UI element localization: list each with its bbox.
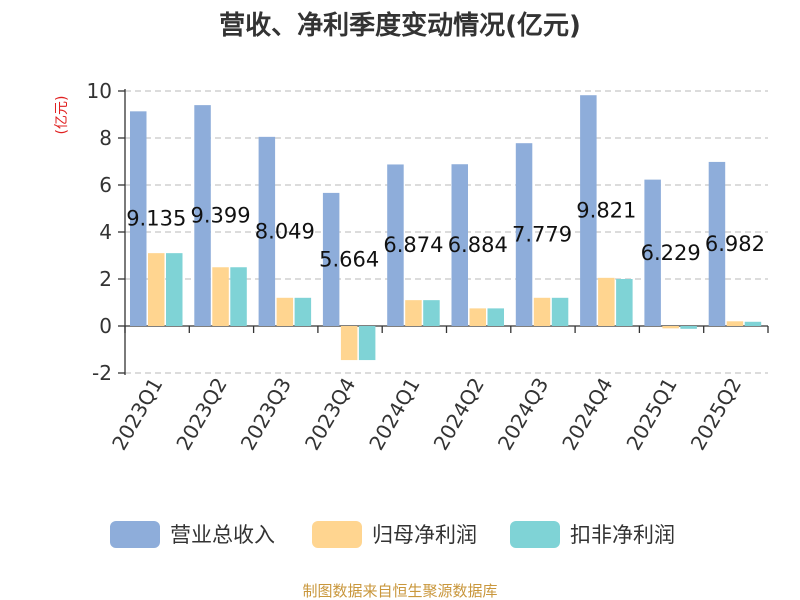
bar-net_profit-2025Q2 [726,321,744,326]
bar-deducted_profit-2025Q2 [744,321,762,326]
legend-swatch [110,521,160,548]
bar-deducted_profit-2023Q1 [166,253,183,326]
y-tick-label: 2 [99,267,112,291]
bar-net_profit-2025Q1 [662,326,679,329]
legend-label: 扣非净利润 [570,523,675,547]
x-tick-label: 2025Q2 [686,374,746,455]
bar-net_profit-2024Q3 [533,297,551,326]
legend-swatch [312,521,362,548]
data-label: 7.779 [512,223,572,247]
x-tick-label: 2024Q2 [429,374,489,455]
x-tick-labels: 2023Q1 2023Q2 2023Q3 2023Q4 2024Q1 2024Q2 2024… [107,374,746,455]
bar-net_profit-2023Q1 [148,253,165,326]
bar-deducted_profit-2024Q4 [616,279,633,326]
data-label: 6.884 [448,233,508,257]
bar-deducted_profit-2023Q4 [358,326,376,361]
source-note: 制图数据来自恒生聚源数据库 [302,582,497,600]
bar-net_profit-2023Q3 [276,297,294,326]
x-tick-label: 2024Q3 [493,374,553,455]
legend-item[interactable]: 归母净利润 [312,521,477,548]
x-tick-label: 2025Q1 [621,374,681,455]
bar-deducted_profit-2024Q2 [487,308,504,326]
bar-revenue-2023Q2 [194,105,211,326]
bar-net_profit-2024Q2 [469,308,486,326]
bar-deducted_profit-2024Q3 [551,297,569,326]
bar-net_profit-2024Q4 [598,277,615,326]
bar-deducted_profit-2024Q1 [423,300,440,326]
bar-revenue-2024Q2 [451,164,468,326]
x-tick-label: 2024Q1 [364,374,424,455]
bar-revenue-2023Q1 [130,111,147,326]
bar-revenue-2025Q1 [644,179,661,326]
bar-revenue-2024Q4 [580,95,597,326]
data-label: 5.664 [319,247,379,271]
legend-item[interactable]: 扣非净利润 [510,521,675,548]
bar-net_profit-2023Q4 [340,326,358,361]
y-tick-label: 6 [99,173,112,197]
legend-swatch [510,521,560,548]
bar-revenue-2024Q1 [387,164,404,326]
data-label: 6.982 [705,232,765,256]
y-tick-label: -2 [92,361,112,385]
bar-deducted_profit-2023Q2 [230,267,247,326]
data-label: 9.135 [126,207,186,231]
x-tick-label: 2023Q1 [107,374,167,455]
legend-label: 归母净利润 [372,523,477,547]
y-tick-label: 8 [99,126,112,150]
y-tick-label: 4 [99,220,112,244]
y-tick-label: 0 [99,314,112,338]
bar-revenue-2023Q4 [322,192,340,326]
data-label: 6.874 [383,233,443,257]
bar-deducted_profit-2023Q3 [294,297,312,326]
legend-item[interactable]: 营业总收入 [110,521,275,548]
data-label: 9.821 [576,199,636,223]
bar-net_profit-2023Q2 [212,267,229,326]
bar-revenue-2025Q2 [708,161,726,326]
data-label: 8.049 [255,219,315,243]
x-tick-label: 2023Q4 [300,374,360,455]
x-tick-label: 2024Q4 [557,374,617,455]
bar-deducted_profit-2025Q1 [680,326,697,329]
data-label: 6.229 [641,241,701,265]
y-axis-label: (亿元) [54,96,70,135]
bar-revenue-2023Q3 [258,136,276,326]
y-tick-label: 10 [87,79,112,103]
x-tick-label: 2023Q3 [236,374,296,455]
chart-title: 营收、净利季度变动情况(亿元) [219,10,581,41]
legend-label: 营业总收入 [170,523,275,547]
bar-net_profit-2024Q1 [405,300,422,326]
legend: 营业总收入 归母净利润 扣非净利润 [110,521,675,548]
axes: -2 0 2 4 6 8 10 [87,79,769,385]
data-label: 9.399 [190,204,250,228]
bar-revenue-2024Q3 [515,143,533,326]
bars [130,95,762,361]
x-tick-label: 2023Q2 [171,374,231,455]
